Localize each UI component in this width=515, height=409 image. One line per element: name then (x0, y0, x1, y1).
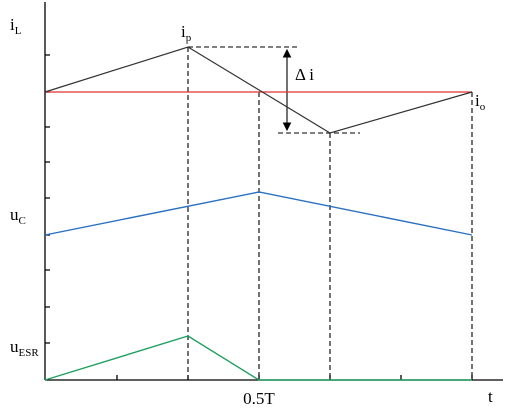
label-text: o (480, 101, 486, 113)
x-axis-label: t (488, 387, 493, 406)
x-tick-label: 0.5T (243, 389, 275, 408)
esr-voltage (44, 335, 472, 381)
label-text: C (19, 215, 26, 227)
label-ip: ip (181, 22, 192, 44)
label-text: i (181, 22, 186, 41)
label-text: p (186, 32, 192, 44)
label-text: u (10, 337, 19, 356)
label-uc: uC (10, 205, 26, 227)
capacitor-voltage (44, 191, 473, 236)
label-io: io (475, 91, 486, 113)
axes (44, 2, 503, 381)
guides (187, 46, 473, 380)
label-text: i (475, 91, 480, 110)
inductor-current (44, 46, 473, 134)
label-text: i (10, 15, 15, 34)
label-text: ESR (19, 347, 40, 359)
label-uesr: uESR (10, 337, 39, 359)
label-text: u (10, 205, 19, 224)
label-ripple: Δ i (295, 65, 314, 84)
label-text: L (15, 25, 22, 37)
label-il: iL (10, 15, 22, 37)
